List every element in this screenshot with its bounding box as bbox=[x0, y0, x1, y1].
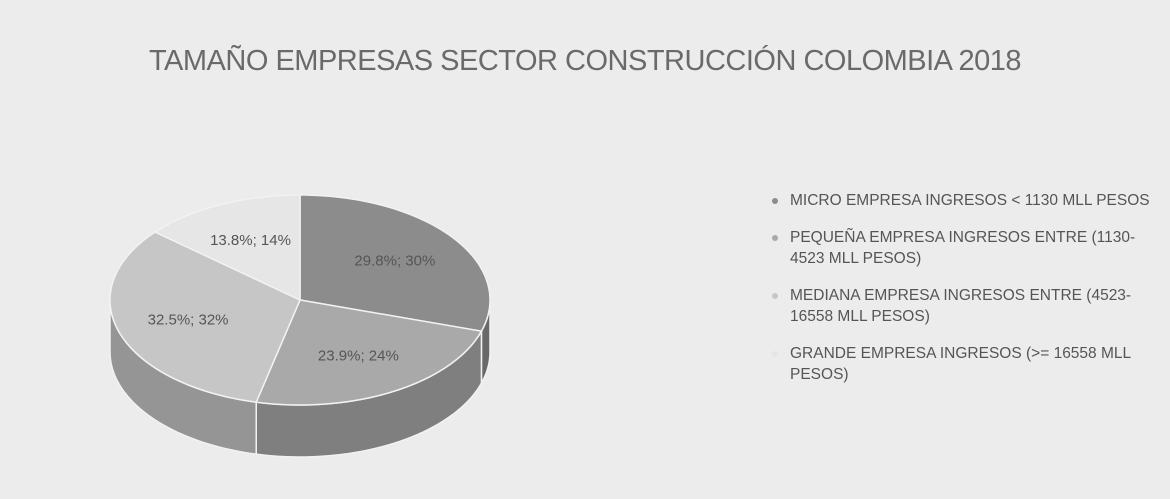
pie-slice bbox=[109, 231, 301, 404]
pie-slice bbox=[299, 194, 491, 333]
legend-label: GRANDE EMPRESA INGRESOS (>= 16558 MLL PE… bbox=[790, 345, 1131, 383]
legend-label: PEQUEÑA EMPRESA INGRESOS ENTRE (1130-452… bbox=[790, 229, 1136, 267]
data-label: 32.5%; 32% bbox=[148, 311, 229, 328]
legend-label: MEDIANA EMPRESA INGRESOS ENTRE (4523-165… bbox=[790, 287, 1132, 325]
legend-marker bbox=[772, 351, 778, 357]
pie-slice bbox=[255, 299, 483, 406]
data-label: 23.9%; 24% bbox=[318, 348, 399, 365]
legend-item: MEDIANA EMPRESA INGRESOS ENTRE (4523-165… bbox=[772, 285, 1152, 327]
data-label: 29.8%; 30% bbox=[354, 252, 435, 269]
legend: MICRO EMPRESA INGRESOS < 1130 MLL PESOS P… bbox=[772, 190, 1152, 401]
legend-label: MICRO EMPRESA INGRESOS < 1130 MLL PESOS bbox=[790, 192, 1150, 209]
data-label: 13.8%; 14% bbox=[210, 232, 291, 249]
chart-title: TAMAÑO EMPRESAS SECTOR CONSTRUCCIÓN COLO… bbox=[149, 45, 1022, 77]
legend-item: PEQUEÑA EMPRESA INGRESOS ENTRE (1130-452… bbox=[772, 227, 1152, 269]
pie-slice bbox=[153, 194, 301, 302]
legend-marker bbox=[772, 198, 778, 204]
legend-item: MICRO EMPRESA INGRESOS < 1130 MLL PESOS bbox=[772, 190, 1152, 211]
chart: 29.8%; 30% 23.9%; 24% 32.5%; 32% 13.8%; 14% bbox=[109, 194, 491, 458]
legend-marker bbox=[772, 293, 778, 299]
legend-item: GRANDE EMPRESA INGRESOS (>= 16558 MLL PE… bbox=[772, 343, 1152, 385]
legend-marker bbox=[772, 235, 778, 241]
